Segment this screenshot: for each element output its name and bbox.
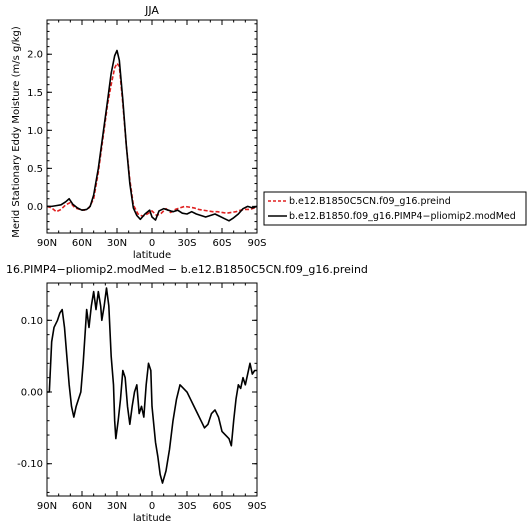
x-tick-label: 30N bbox=[107, 238, 127, 249]
top-chart-y-axis-label: Merid Stationary Eddy Moisture (m/s g/kg… bbox=[11, 26, 22, 238]
series-line-modmed bbox=[47, 49, 258, 222]
series-line-modmed bbox=[47, 287, 257, 484]
top-chart-x-axis-label: latitude bbox=[133, 250, 171, 261]
x-tick-label: 30S bbox=[177, 501, 196, 512]
top-chart-plot-frame bbox=[46, 19, 258, 234]
x-tick-label: 90N bbox=[37, 238, 57, 249]
legend-label-preind: b.e12.B1850C5CN.f09_g16.preind bbox=[289, 196, 451, 207]
y-tick-label: 1.0 bbox=[27, 126, 43, 137]
y-tick-label: 0.5 bbox=[27, 164, 43, 175]
x-tick-label: 60N bbox=[72, 501, 92, 512]
legend: b.e12.B1850C5CN.f09_g16.preind b.e12.B18… bbox=[263, 191, 527, 226]
top-chart-title: JJA bbox=[144, 4, 159, 17]
x-tick-label: 60N bbox=[72, 238, 92, 249]
bottom-chart-title: 16.PIMP4−pliomip2.modMed − b.e12.B1850C5… bbox=[6, 263, 368, 276]
legend-label-modmed: b.e12.B1850.f09_g16.PIMP4−pliomip2.modMe… bbox=[289, 211, 516, 222]
y-tick-label: 0.00 bbox=[21, 388, 43, 399]
y-tick-label: 1.5 bbox=[27, 88, 43, 99]
y-tick-label: 0.10 bbox=[21, 316, 43, 327]
x-tick-label: 60S bbox=[212, 501, 231, 512]
x-tick-label: 90N bbox=[37, 501, 57, 512]
x-tick-label: 0 bbox=[149, 238, 155, 249]
y-tick-label: 2.0 bbox=[27, 50, 43, 61]
y-tick-label: -0.10 bbox=[17, 459, 43, 470]
x-tick-label: 90S bbox=[247, 501, 266, 512]
x-tick-label: 0 bbox=[149, 501, 155, 512]
x-tick-label: 90S bbox=[247, 238, 266, 249]
y-tick-label: 0.0 bbox=[27, 202, 43, 213]
bottom-chart: 16.PIMP4−pliomip2.modMed − b.e12.B1850C5… bbox=[6, 263, 368, 524]
bottom-chart-x-axis-label: latitude bbox=[133, 513, 171, 524]
x-tick-label: 30N bbox=[107, 501, 127, 512]
legend-box bbox=[263, 191, 527, 226]
x-tick-label: 30S bbox=[177, 238, 196, 249]
top-chart: JJA Merid Stationary Eddy Moisture (m/s … bbox=[11, 4, 267, 261]
series-line-preind bbox=[46, 62, 258, 218]
x-tick-label: 60S bbox=[212, 238, 231, 249]
